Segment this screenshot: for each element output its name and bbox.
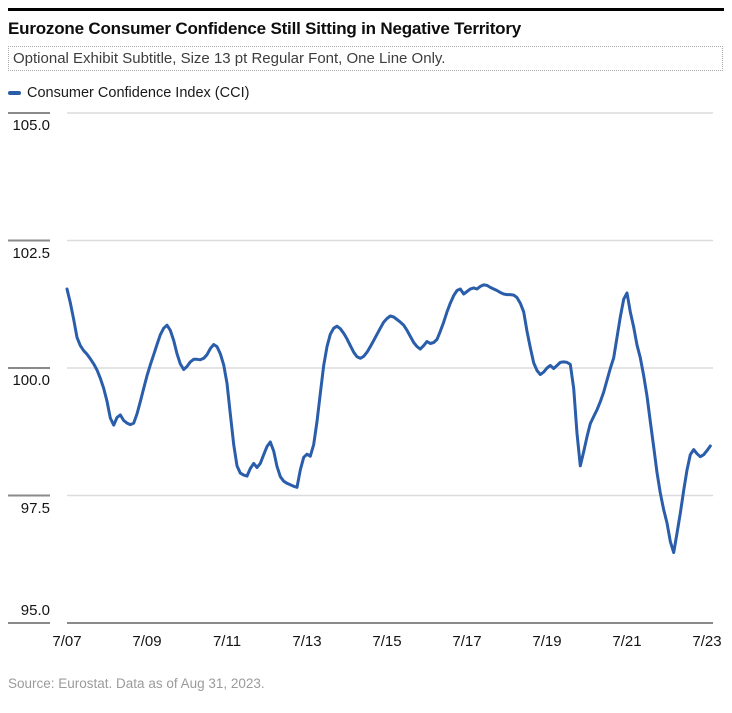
y-tick-label: 97.5 [20,499,50,517]
y-tick-label: 102.5 [12,244,50,262]
x-tick-label: 7/09 [132,633,162,650]
y-tick-label: 95.0 [20,602,50,619]
y-tick-label: 100.0 [12,372,50,389]
x-tick-label: 7/23 [692,633,722,650]
x-tick-label: 7/11 [212,633,242,650]
x-tick-label: 7/13 [292,633,322,650]
page-title: Eurozone Consumer Confidence Still Sitti… [8,19,522,38]
x-tick-label: 7/07 [52,633,82,650]
legend-series-label: Consumer Confidence Index (CCI) [27,85,250,101]
x-tick-label: 7/17 [452,633,482,650]
chart-legend: Consumer Confidence Index (CCI) [8,85,249,101]
exhibit-subtitle-box: Optional Exhibit Subtitle, Size 13 pt Re… [8,46,723,71]
x-tick-label: 7/19 [532,633,562,650]
y-tick-label: 105.0 [12,117,50,134]
source-note: Source: Eurostat. Data as of Aug 31, 202… [8,676,265,691]
x-tick-label: 7/15 [372,633,402,650]
top-rule [8,8,724,11]
x-tick-label: 7/21 [612,633,642,650]
legend-line-swatch [8,91,21,95]
cci-series-line [65,283,712,555]
